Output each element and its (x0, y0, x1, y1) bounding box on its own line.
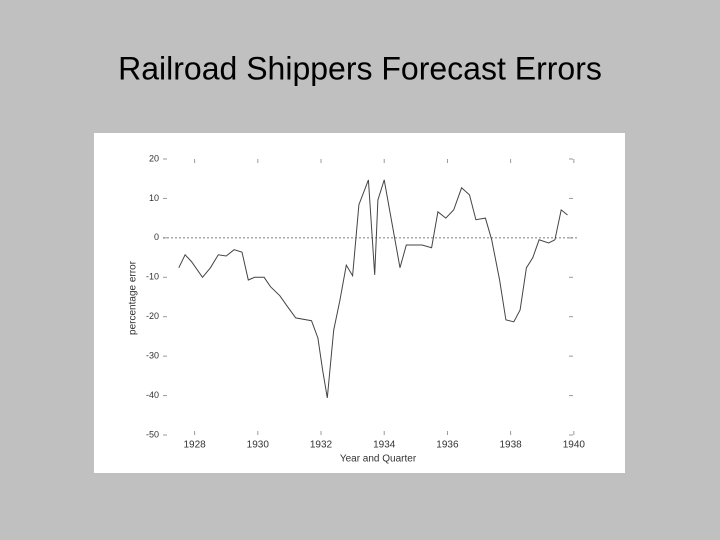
x-axis-label: Year and Quarter (340, 454, 417, 465)
y-tick-label: -10 (146, 272, 159, 282)
y-tick-label: 10 (149, 193, 159, 203)
x-tick-label: 1936 (436, 440, 459, 451)
y-tick-label: -20 (146, 311, 159, 321)
series-line (178, 179, 568, 398)
y-tick-label: -30 (146, 351, 159, 361)
x-tick-label: 1932 (310, 440, 333, 451)
x-tick-label: 1930 (247, 440, 270, 451)
y-tick-label: 0 (154, 232, 159, 242)
y-axis-label: percentage error (128, 260, 139, 335)
x-tick-label: 1934 (373, 440, 396, 451)
y-tick-label: -40 (146, 390, 159, 400)
x-tick-label: 1938 (500, 440, 523, 451)
y-tick-label: -50 (146, 429, 159, 439)
chart-panel (94, 133, 625, 473)
y-tick-label: 20 (149, 153, 159, 163)
x-tick-label: 1928 (183, 440, 206, 451)
x-tick-label: 1940 (563, 440, 586, 451)
slide-title: Railroad Shippers Forecast Errors (118, 50, 602, 86)
